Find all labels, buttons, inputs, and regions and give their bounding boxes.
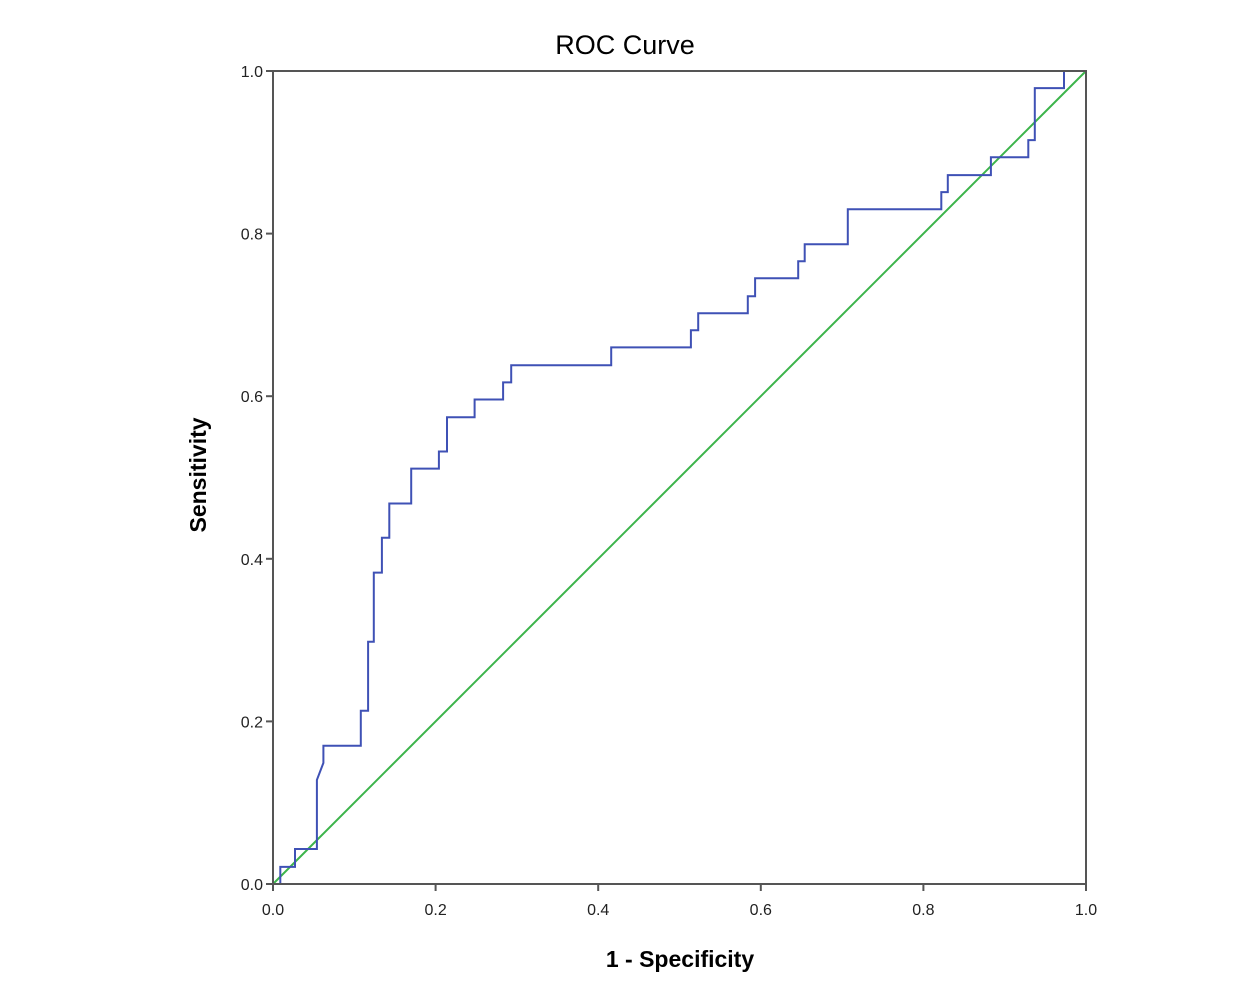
x-tick-label: 0.0 [262,902,284,919]
x-tick-label: 0.6 [750,902,772,919]
x-tick-label: 1.0 [1075,902,1097,919]
y-tick-label: 0.6 [241,389,263,406]
x-tick-label: 0.8 [912,902,934,919]
y-tick-label: 1.0 [241,64,263,81]
y-tick-label: 0.8 [241,227,263,244]
x-axis-title: 1 - Specificity [606,946,754,972]
y-tick-label: 0.4 [241,552,263,569]
y-tick-label: 0.0 [241,877,263,894]
plot-frame [272,70,1087,885]
y-tick-label: 0.2 [241,714,263,731]
x-tick-label: 0.2 [424,902,446,919]
reference-diagonal-line [272,70,1087,885]
roc-curve-line [273,70,1086,885]
x-tick-label: 0.4 [587,902,609,919]
y-axis-title: Sensitivity [185,417,211,532]
chart-title: ROC Curve [555,30,695,60]
